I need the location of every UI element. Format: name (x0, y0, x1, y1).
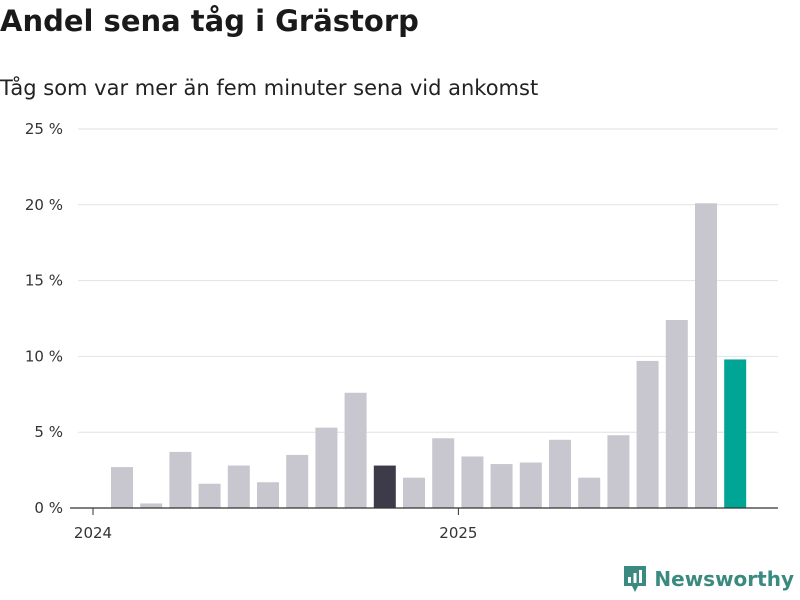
brand-name: Newsworthy (654, 567, 794, 591)
bar (315, 427, 338, 508)
newsworthy-logo-icon (624, 566, 647, 592)
bar (607, 435, 630, 508)
bar (111, 467, 133, 508)
bar (169, 451, 192, 508)
y-tick-label: 20 % (25, 196, 63, 214)
bar (636, 360, 659, 508)
x-axis-ticks: 2024 2025 (74, 508, 477, 542)
chart-title: Andel sena tåg i Grästorp (0, 4, 419, 38)
x-tick-label: 2024 (74, 524, 112, 542)
y-axis-ticks: 0 % 5 % 10 % 15 % 20 % 25 % (25, 120, 63, 517)
bar (519, 462, 542, 508)
bar (490, 464, 513, 508)
chart-subtitle: Tåg som var mer än fem minuter sena vid … (0, 76, 539, 100)
bars (111, 203, 747, 508)
y-tick-label: 10 % (25, 347, 63, 365)
bar (578, 477, 601, 508)
bar (286, 454, 309, 508)
y-tick-label: 0 % (34, 499, 63, 517)
x-tick-label: 2025 (439, 524, 477, 542)
brand-logo: Newsworthy (622, 564, 794, 594)
bar (432, 438, 455, 508)
bar (403, 477, 425, 508)
bar (227, 465, 250, 508)
y-tick-label: 25 % (25, 120, 63, 138)
bar (724, 359, 747, 508)
bar (373, 465, 396, 508)
bar (257, 482, 279, 508)
bar (198, 483, 221, 508)
bar (140, 503, 163, 508)
y-tick-label: 15 % (25, 272, 63, 290)
bar (665, 320, 688, 508)
gridlines (78, 128, 778, 433)
bar (344, 392, 367, 508)
bar (695, 203, 717, 508)
bar (549, 439, 571, 508)
y-tick-label: 5 % (34, 423, 63, 441)
bar (461, 456, 484, 508)
